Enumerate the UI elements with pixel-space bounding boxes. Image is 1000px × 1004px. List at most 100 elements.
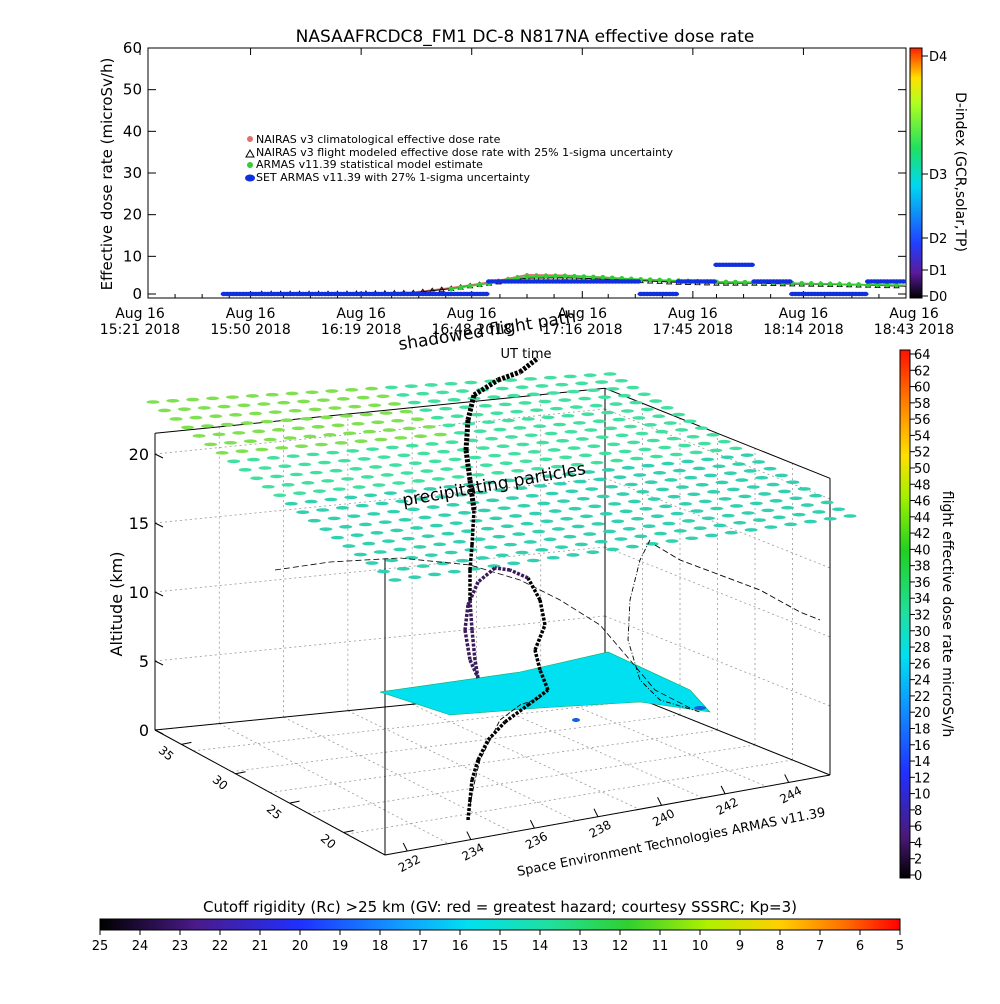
rigidity-dash: [644, 480, 658, 485]
rigidity-dash: [843, 514, 857, 518]
armas-model-series-marker: [818, 281, 824, 287]
x-tick-date-label: Aug 16: [668, 306, 718, 322]
rigidity-dash: [433, 542, 447, 547]
altitude-tick-mark: [154, 729, 164, 735]
x-tick-time-label: 15:50 2018: [210, 322, 290, 338]
rigidity-dash: [659, 504, 673, 509]
rc-tick-label: 5: [896, 939, 904, 954]
rigidity-dash: [447, 398, 461, 402]
rigidity-dash: [177, 407, 191, 411]
rigidity-dash: [405, 443, 419, 448]
surface-map-fragment: [572, 718, 580, 722]
rigidity-dash: [498, 402, 512, 407]
rigidity-dash: [525, 493, 539, 498]
legend-label-climatological: NAIRAS v3 climatological effective dose …: [256, 133, 501, 146]
rigidity-dash: [638, 447, 652, 452]
rigidity-dash: [501, 418, 515, 423]
rigidity-dash: [298, 462, 312, 467]
rigidity-dash: [563, 374, 577, 379]
rigidity-dash: [429, 523, 443, 528]
rigidity-dash: [661, 461, 675, 466]
dose-tick-label: 30: [914, 625, 931, 640]
set-armas-marker: [862, 291, 869, 297]
rigidity-dash: [682, 519, 696, 523]
rigidity-dash: [823, 516, 837, 521]
trajectory-segment: [476, 739, 490, 761]
rigidity-dash: [717, 439, 731, 444]
latitude-tick-mark: [289, 800, 300, 804]
rigidity-dash: [535, 384, 549, 388]
rigidity-dash: [391, 418, 405, 423]
rigidity-dash: [240, 421, 254, 425]
rigidity-dash: [326, 450, 340, 455]
flight-trajectory: [463, 356, 550, 821]
rigidity-dash: [571, 524, 585, 529]
trajectory-segment: [509, 568, 529, 580]
trajectory-segment: [467, 479, 477, 511]
rigidity-dash: [681, 459, 695, 464]
rigidity-dash: [277, 400, 291, 405]
rigidity-dash: [232, 431, 246, 435]
rigidity-dash: [404, 384, 418, 388]
rigidity-dash: [511, 468, 525, 473]
rigidity-dash: [764, 525, 778, 529]
rigidity-dash: [395, 499, 409, 504]
rigidity-dash: [660, 406, 674, 410]
rigidity-dash: [672, 412, 686, 417]
rigidity-dash: [505, 496, 519, 500]
y-tick-label: 50: [123, 81, 142, 99]
dose-rate-ticks: 0246810121416182022242628303234363840424…: [910, 348, 931, 884]
rigidity-dash: [376, 569, 390, 574]
rigidity-dash: [528, 511, 542, 516]
rigidity-dash: [687, 492, 701, 497]
armas-model-series-marker: [856, 282, 862, 288]
longitude-tick-label: 232: [396, 852, 423, 875]
rigidity-dash: [540, 519, 554, 524]
rigidity-dash: [319, 527, 333, 531]
rigidity-dash: [667, 494, 681, 499]
rigidity-dash: [629, 400, 643, 405]
rigidity-dash: [416, 564, 430, 568]
rigidity-dash: [718, 497, 732, 501]
dose-tick-label: 2: [914, 853, 922, 868]
rigidity-dash: [639, 507, 653, 511]
rigidity-dash: [146, 400, 160, 404]
rigidity-dash: [546, 555, 560, 560]
rigidity-dash: [479, 463, 493, 467]
trajectory-segment: [472, 377, 500, 398]
rigidity-dash: [334, 441, 348, 445]
rigidity-dash: [385, 558, 399, 563]
rigidity-dash: [619, 509, 633, 514]
rigidity-dash: [493, 427, 507, 432]
y-tick-label: 10: [123, 247, 142, 265]
longitude-tick-mark: [593, 808, 599, 817]
rigidity-dash: [740, 453, 754, 457]
dose-tick-label: 50: [914, 462, 931, 477]
rigidity-dash: [568, 506, 582, 511]
rigidity-dash: [575, 437, 589, 441]
rigidity-dash: [559, 455, 573, 460]
rigidity-dash: [380, 473, 394, 477]
rigidity-dash: [567, 446, 581, 450]
rigidity-dash: [365, 386, 379, 391]
rigidity-dash: [630, 456, 644, 461]
shadow-path-top: [654, 544, 821, 621]
rigidity-dash: [296, 510, 310, 514]
rigidity-dash: [257, 402, 271, 406]
rigidity-dash: [345, 388, 359, 392]
trajectory-segment: [468, 659, 480, 679]
rigidity-dash: [586, 388, 600, 393]
rigidity-dash: [610, 458, 624, 463]
y-tick-label: 0: [132, 285, 142, 303]
rigidity-dash: [588, 504, 602, 509]
dose-tick-label: 40: [914, 543, 931, 558]
rigidity-dash: [388, 402, 402, 406]
rigidity-dash: [260, 419, 274, 424]
set-armas-marker: [483, 291, 490, 297]
rigidity-dash: [337, 458, 351, 463]
rigidity-dash: [354, 439, 368, 444]
rigidity-dash: [583, 373, 597, 378]
dose-rate-colorbar: [899, 349, 911, 879]
rigidity-dash: [595, 380, 609, 384]
